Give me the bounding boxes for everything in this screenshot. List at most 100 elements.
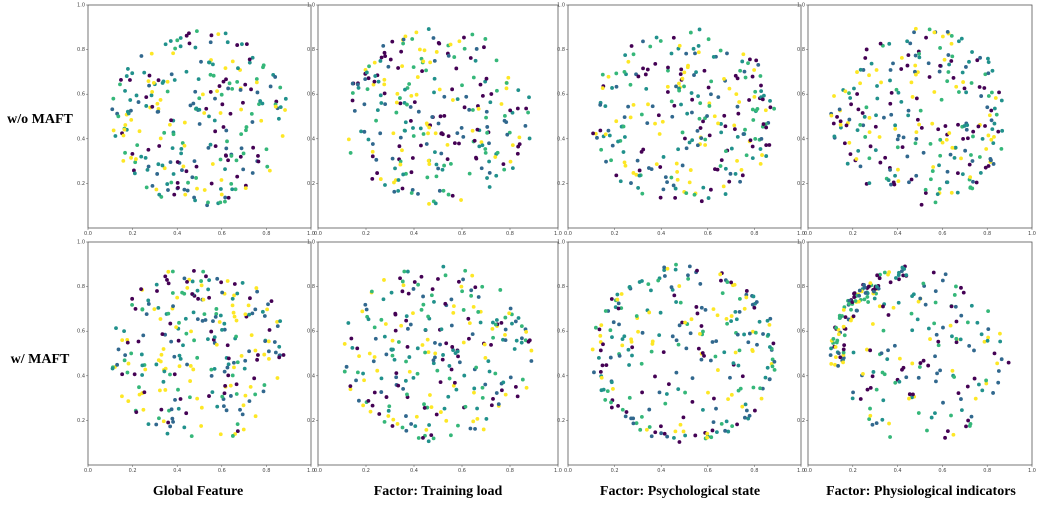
scatter-point [255,90,260,95]
scatter-point [154,282,159,287]
scatter-point [486,359,491,364]
scatter-point [513,319,518,324]
scatter-point [215,89,219,94]
scatter-point [644,86,649,91]
scatter-point [938,153,943,158]
scatter-point [620,343,625,348]
scatter-point [983,72,988,77]
x-tick-label: 0.0 [314,468,322,474]
scatter-point [895,137,900,142]
scatter-point [918,108,923,113]
scatter-point [224,146,229,151]
scatter-point [111,96,116,101]
scatter-point [900,145,905,150]
scatter-point [199,405,204,410]
scatter-point [682,70,687,75]
scatter-point [954,284,958,289]
scatter-point [941,400,945,405]
scatter-point [836,332,841,337]
scatter-point [940,140,945,145]
scatter-point [156,78,161,83]
scatter-point [653,121,657,126]
scatter-point [614,173,619,178]
scatter-point [382,50,387,55]
scatter-point [467,171,472,176]
scatter-point [175,180,180,185]
scatter-point [366,137,371,142]
scatter-point [362,129,367,134]
scatter-point [122,329,126,334]
scatter-point [389,348,394,352]
scatter-point [841,360,845,365]
scatter-point [342,342,347,346]
scatter-point [847,117,852,122]
scatter-point [833,355,838,360]
scatter-point [760,97,765,102]
scatter-point [378,177,383,181]
scatter-point [515,394,520,399]
scatter-point [409,170,414,175]
scatter-point [481,427,486,432]
scatter-point [957,39,961,44]
scatter-point [487,159,491,164]
scatter-point [416,109,421,114]
scatter-point [995,361,1000,366]
scatter-point [520,336,524,341]
scatter-point [529,359,534,363]
scatter-point [949,33,954,38]
scatter-point [867,73,871,78]
scatter-point [207,394,211,398]
scatter-point [738,68,743,73]
scatter-point [906,108,911,113]
scatter-point [249,333,254,338]
scatter-point [144,104,149,108]
scatter-point [713,354,718,359]
scatter-point [896,179,901,184]
scatter-point [657,390,662,395]
scatter-point [250,55,255,60]
scatter-point [166,269,171,274]
scatter-point [743,75,748,80]
scatter-point [209,329,214,334]
y-tick-label: 0.4 [557,136,565,142]
scatter-point [483,147,488,151]
scatter-point [697,331,702,336]
scatter-point [122,127,127,132]
x-tick-label: 0.4 [410,468,418,474]
scatter-point [476,106,481,111]
row-label-without-maft: w/o MAFT [7,112,73,127]
scatter-point [266,302,270,307]
scatter-point [713,167,717,172]
scatter-point [390,424,395,428]
scatter-point [944,137,949,142]
scatter-point [740,173,745,178]
scatter-point [752,408,757,413]
x-tick-label: 0.2 [129,231,137,237]
scatter-point [230,86,235,91]
scatter-point [619,292,624,296]
scatter-point [661,187,666,192]
scatter-point [416,436,421,440]
scatter-point [649,288,653,293]
scatter-point [719,158,724,162]
scatter-point [889,182,893,187]
scatter-point [130,303,134,307]
scatter-point [199,424,204,428]
scatter-point [436,277,440,281]
scatter-point [598,333,603,338]
scatter-point [631,52,636,57]
scatter-point [888,280,893,285]
scatter-point [206,200,210,205]
scatter-point [134,157,138,161]
scatter-point [440,167,445,172]
scatter-point [618,179,623,184]
scatter-point [847,301,852,306]
scatter-point [947,62,952,67]
scatter-point [932,90,937,94]
scatter-point [933,411,937,416]
scatter-point [962,124,967,128]
scatter-point [707,101,712,106]
scatter-point [185,286,190,290]
scatter-point [207,60,211,65]
scatter-point [986,164,991,168]
